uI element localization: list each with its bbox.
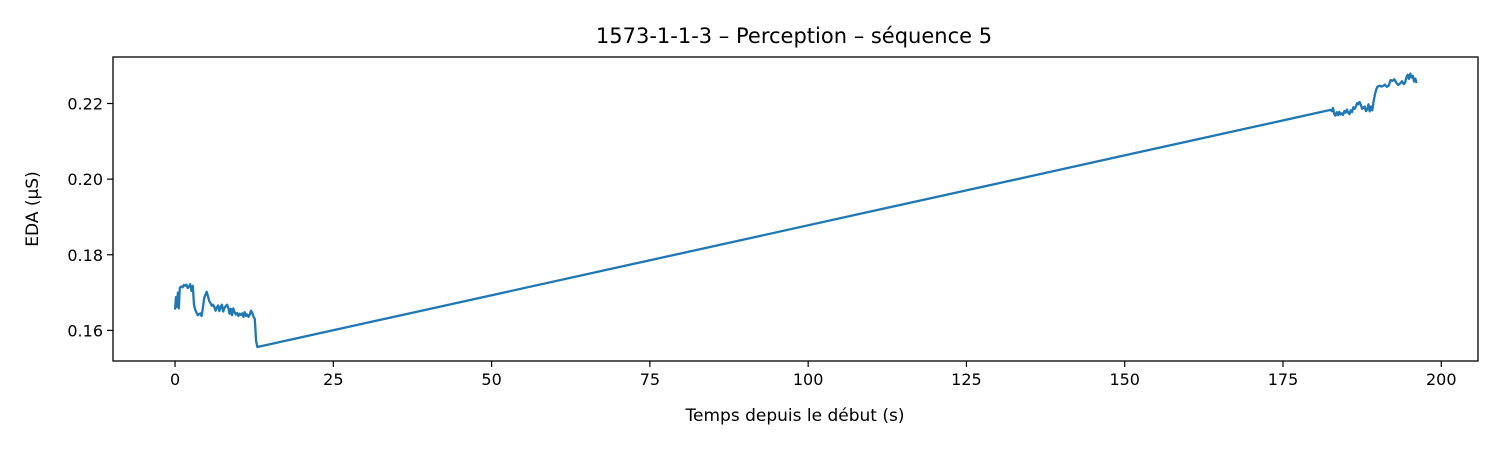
x-tick-label: 100 (793, 370, 824, 389)
chart-title: 1573-1-1-3 – Perception – séquence 5 (596, 24, 992, 48)
x-tick-label: 150 (1109, 370, 1140, 389)
series-line-0 (173, 72, 1418, 349)
plot-frame (112, 56, 1479, 362)
x-tick-label: 50 (481, 370, 501, 389)
y-tick-label: 0.18 (67, 246, 103, 265)
plot-area (173, 72, 1418, 349)
y-tick-label: 0.22 (67, 95, 103, 114)
y-axis-title: EDA (µS) (23, 171, 43, 246)
x-axis: 0 25 50 75 100 125 150 175 200 (170, 361, 1457, 389)
x-tick-label: 175 (1268, 370, 1299, 389)
x-tick-label: 125 (951, 370, 982, 389)
y-axis: 0.16 0.18 0.20 0.22 (67, 95, 113, 340)
x-tick-label: 75 (640, 370, 660, 389)
x-axis-title: Temps depuis le début (s) (685, 406, 905, 426)
x-tick-label: 25 (323, 370, 343, 389)
y-tick-label: 0.20 (67, 170, 103, 189)
x-tick-label: 0 (170, 370, 180, 389)
y-tick-label: 0.16 (67, 321, 103, 340)
x-tick-label: 200 (1426, 370, 1457, 389)
